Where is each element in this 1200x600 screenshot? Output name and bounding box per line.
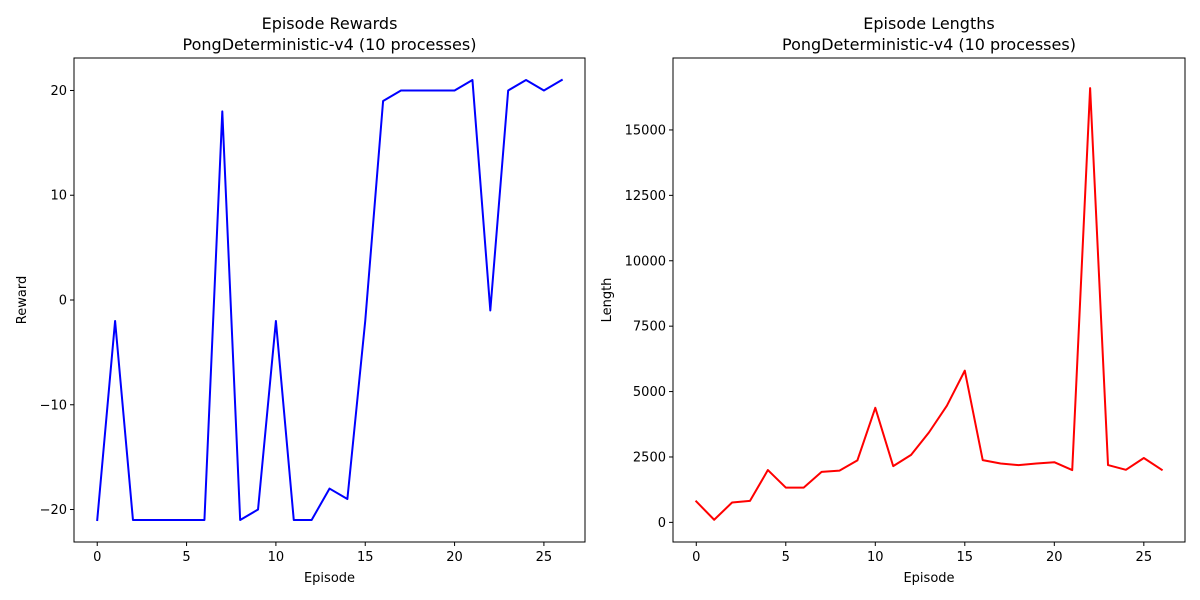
- x-tick-label: 5: [182, 550, 190, 565]
- y-tick-label: −10: [40, 398, 67, 413]
- x-tick-label: 25: [536, 550, 553, 565]
- x-tick-label: 0: [93, 550, 101, 565]
- y-tick-label: 20: [50, 84, 67, 99]
- chart-title: Episode Lengths: [863, 14, 994, 33]
- lengths-chart: Episode Lengths PongDeterministic-v4 (10 …: [600, 14, 1186, 586]
- series-line: [694, 87, 1164, 521]
- y-tick-label: 5000: [633, 385, 666, 400]
- y-tick-label: 10: [50, 189, 67, 204]
- y-tick-label: 10000: [625, 254, 666, 269]
- y-tick-label: −20: [40, 503, 67, 518]
- x-axis-label: Episode: [903, 571, 954, 586]
- y-tick-label: 0: [658, 516, 666, 531]
- y-tick-label: 7500: [633, 320, 666, 335]
- x-tick-label: 15: [357, 550, 374, 565]
- chart-title: Episode Rewards: [262, 14, 398, 33]
- chart-subtitle: PongDeterministic-v4 (10 processes): [183, 35, 477, 54]
- y-tick-label: 15000: [625, 123, 666, 138]
- axes-frame: [672, 57, 1186, 543]
- y-tick-label: 12500: [625, 189, 666, 204]
- chart-subtitle: PongDeterministic-v4 (10 processes): [782, 35, 1076, 54]
- y-axis-label: Reward: [15, 276, 30, 324]
- x-tick-label: 10: [268, 550, 285, 565]
- x-tick-label: 0: [692, 550, 700, 565]
- x-tick-label: 15: [957, 550, 974, 565]
- y-tick-label: 2500: [633, 450, 666, 465]
- rewards-chart: Episode Rewards PongDeterministic-v4 (10 …: [15, 14, 586, 586]
- x-tick-label: 5: [782, 550, 790, 565]
- x-tick-label: 20: [446, 550, 463, 565]
- x-axis-label: Episode: [304, 571, 355, 586]
- axes-frame: [73, 57, 586, 543]
- series-line: [96, 78, 564, 522]
- x-tick-label: 10: [867, 550, 884, 565]
- y-axis-label: Length: [600, 278, 615, 323]
- x-tick-label: 20: [1046, 550, 1063, 565]
- y-tick-label: 0: [59, 294, 67, 309]
- x-tick-label: 25: [1136, 550, 1153, 565]
